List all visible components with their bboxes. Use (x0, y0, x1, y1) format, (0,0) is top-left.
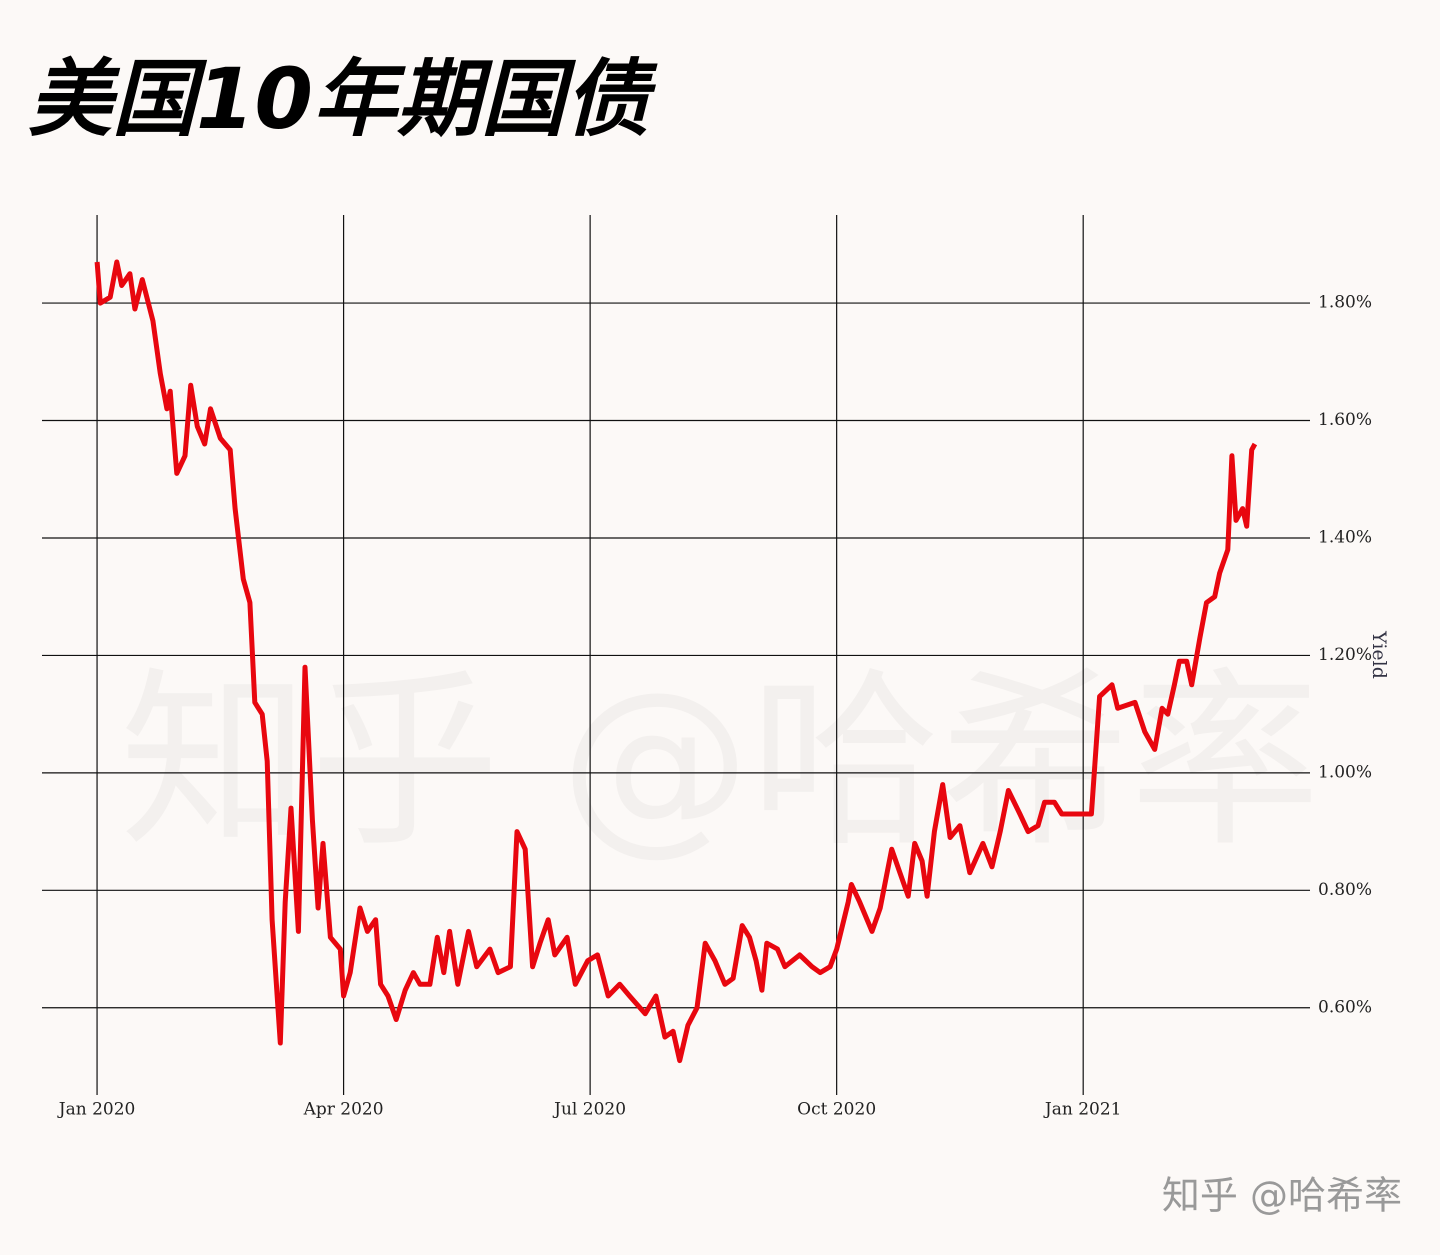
chart-title: 美国10年期国债 (28, 50, 658, 148)
y-tick-label: 1.80% (1318, 293, 1372, 313)
x-tick-label: Jan 2020 (57, 1100, 136, 1120)
y-tick-label: 1.20% (1318, 645, 1372, 665)
yield-line (94, 259, 1258, 1064)
x-tick-label: Jul 2020 (552, 1100, 626, 1120)
y-tick-label: 0.60% (1318, 997, 1372, 1017)
y-axis-label: Yield (1368, 630, 1390, 679)
y-tick-label: 0.80% (1318, 880, 1372, 900)
x-tick-label: Apr 2020 (303, 1100, 384, 1120)
y-tick-label: 1.40% (1318, 527, 1372, 547)
x-tick-label: Jan 2021 (1043, 1100, 1122, 1120)
x-tick-label: Oct 2020 (797, 1100, 876, 1120)
source-label: 知乎 @哈希率 (1162, 1174, 1402, 1218)
y-tick-label: 1.00% (1318, 762, 1372, 782)
y-tick-label: 1.60% (1318, 410, 1372, 430)
